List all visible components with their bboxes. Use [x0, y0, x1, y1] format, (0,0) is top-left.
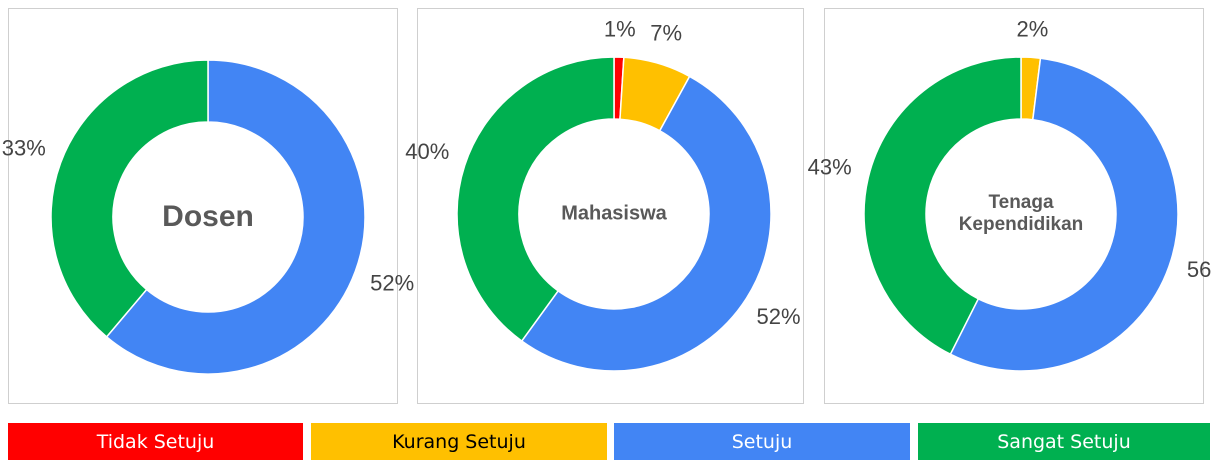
slice-label: 52%: [370, 270, 414, 295]
legend-item: Setuju: [614, 423, 910, 460]
panel: [417, 8, 804, 404]
center-label: Dosen: [162, 199, 254, 233]
center-label: Tenaga Kependidikan: [958, 192, 1084, 235]
donut-slice: [949, 57, 1179, 372]
donut-slice: [105, 59, 366, 375]
legend-item: Tidak Setuju: [8, 423, 303, 460]
slice-label: 56%: [1187, 257, 1211, 282]
center-label: Mahasiswa: [561, 202, 667, 225]
slice-label: 40%: [405, 139, 449, 164]
donut-slice: [456, 56, 615, 343]
donut-slice: [50, 59, 209, 338]
slice-label: 7%: [650, 20, 682, 45]
legend-item: Sangat Setuju: [918, 423, 1210, 460]
legend-item: Kurang Setuju: [311, 423, 607, 460]
panel: [824, 8, 1204, 404]
slice-label: 52%: [756, 304, 800, 329]
donut-slice: [863, 56, 1022, 356]
donut-slice: [520, 75, 772, 372]
panel: [8, 8, 398, 404]
slice-label: 1%: [604, 16, 636, 41]
slice-label: 2%: [1017, 16, 1049, 41]
slice-label: 33%: [2, 135, 46, 160]
slice-label: 43%: [808, 154, 852, 179]
